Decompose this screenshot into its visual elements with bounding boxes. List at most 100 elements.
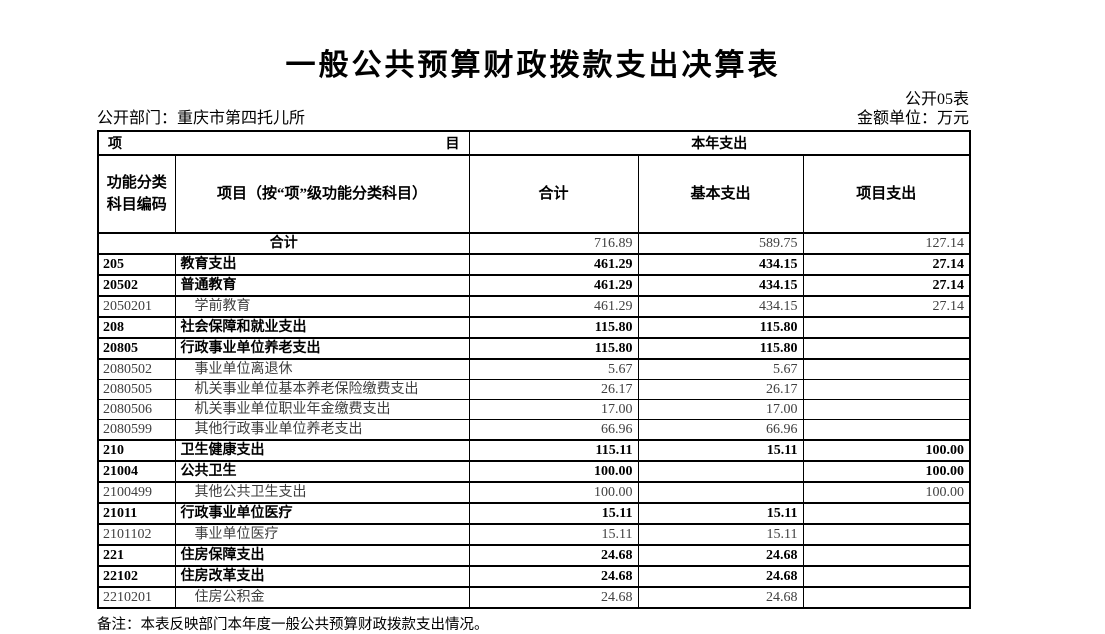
cell-total: 17.00 [468,399,639,420]
cell-basic: 24.68 [637,565,804,588]
cell-project [802,358,971,380]
cell-total: 24.68 [468,544,639,567]
table-header: 项 目 本年支出 功能分类科目编码 项目（按“项”级功能分类科目） 合计 基本支… [97,130,971,234]
table-row: 208 社会保障和就业支出 115.80 115.80 [97,316,971,339]
table-row: 20502 普通教育 461.29 434.15 27.14 [97,274,971,297]
cell-total: 115.11 [468,439,639,462]
cell-project: 27.14 [802,253,971,276]
header-item-char-left: 项 [108,137,122,152]
cell-code: 2101102 [97,523,176,546]
cell-code: 2210201 [97,586,176,609]
cell-basic: 434.15 [637,295,804,318]
header-span-row: 项 目 本年支出 [97,130,971,156]
table-row: 2210201 住房公积金 24.68 24.68 [97,586,971,609]
header-current-year-span: 本年支出 [468,130,971,156]
cell-code: 208 [97,316,176,339]
page-title: 一般公共预算财政拨款支出决算表 [285,49,781,82]
cell-name: 公共卫生 [174,460,470,483]
table-row: 2080505 机关事业单位基本养老保险缴费支出 26.17 26.17 [97,379,971,400]
cell-code: 20805 [97,337,176,360]
cell-project: 100.00 [802,460,971,483]
cell-total: 5.67 [468,358,639,380]
cell-project [802,419,971,441]
cell-basic: 17.00 [637,399,804,420]
cell-code: 2080506 [97,399,176,420]
table-row: 20805 行政事业单位养老支出 115.80 115.80 [97,337,971,360]
cell-name: 社会保障和就业支出 [174,316,470,339]
cell-basic: 434.15 [637,253,804,276]
unit-label: 金额单位：万元 [856,110,969,127]
table-row: 2100499 其他公共卫生支出 100.00 100.00 [97,481,971,504]
cell-basic: 66.96 [637,419,804,441]
cell-code: 21011 [97,502,176,525]
table-row: 2080599 其他行政事业单位养老支出 66.96 66.96 [97,419,971,441]
table-code-label: 公开05表 [904,91,969,108]
budget-table: 项 目 本年支出 功能分类科目编码 项目（按“项”级功能分类科目） 合计 基本支… [97,130,972,609]
cell-code: 2050201 [97,295,176,318]
cell-name: 住房改革支出 [174,565,470,588]
cell-name: 行政事业单位养老支出 [174,337,470,360]
cell-total: 15.11 [468,502,639,525]
cell-total: 100.00 [468,481,639,504]
cell-project: 27.14 [802,274,971,297]
table-row: 2080502 事业单位离退休 5.67 5.67 [97,358,971,380]
table-row: 205 教育支出 461.29 434.15 27.14 [97,253,971,276]
header-columns-row: 功能分类科目编码 项目（按“项”级功能分类科目） 合计 基本支出 项目支出 [97,154,971,234]
footer-note: 备注：本表反映部门本年度一般公共预算财政拨款支出情况。 [97,617,489,633]
cell-basic: 15.11 [637,439,804,462]
header-code-col: 功能分类科目编码 [97,154,176,234]
summary-project: 127.14 [802,232,971,255]
cell-total: 461.29 [468,274,639,297]
cell-code: 221 [97,544,176,567]
cell-project [802,565,971,588]
cell-basic: 24.68 [637,586,804,609]
cell-basic: 434.15 [637,274,804,297]
cell-basic: 15.11 [637,523,804,546]
header-item-char-right: 目 [445,137,460,152]
cell-project [802,399,971,420]
cell-basic: 5.67 [637,358,804,380]
cell-basic: 24.68 [637,544,804,567]
table-row: 221 住房保障支出 24.68 24.68 [97,544,971,567]
cell-total: 115.80 [468,337,639,360]
cell-code: 2080502 [97,358,176,380]
table-row: 21004 公共卫生 100.00 100.00 [97,460,971,483]
department-label: 公开部门：重庆市第四托儿所 [97,110,306,127]
cell-total: 115.80 [468,316,639,339]
cell-name: 其他公共卫生支出 [174,481,470,504]
cell-basic: 15.11 [637,502,804,525]
cell-project: 100.00 [802,481,971,504]
cell-total: 66.96 [468,419,639,441]
table-row: 21011 行政事业单位医疗 15.11 15.11 [97,502,971,525]
cell-total: 461.29 [468,253,639,276]
cell-project [802,586,971,609]
cell-code: 20502 [97,274,176,297]
cell-project [802,316,971,339]
budget-report-sheet: 一般公共预算财政拨款支出决算表 公开05表 公开部门：重庆市第四托儿所 金额单位… [97,0,972,634]
cell-total: 24.68 [468,586,639,609]
meta-line: 公开部门：重庆市第四托儿所 金额单位：万元 [97,110,969,130]
cell-code: 210 [97,439,176,462]
cell-name: 机关事业单位职业年金缴费支出 [174,399,470,420]
cell-code: 22102 [97,565,176,588]
cell-project [802,337,971,360]
summary-row: 合计 716.89 589.75 127.14 [97,232,971,255]
cell-name: 行政事业单位医疗 [174,502,470,525]
cell-code: 205 [97,253,176,276]
summary-total: 716.89 [468,232,639,255]
cell-total: 461.29 [468,295,639,318]
summary-label: 合计 [97,232,470,255]
cell-code: 2080505 [97,379,176,400]
cell-name: 教育支出 [174,253,470,276]
cell-total: 26.17 [468,379,639,400]
cell-name: 机关事业单位基本养老保险缴费支出 [174,379,470,400]
cell-code: 2080599 [97,419,176,441]
cell-name: 住房保障支出 [174,544,470,567]
table-row: 2101102 事业单位医疗 15.11 15.11 [97,523,971,546]
table-row: 2050201 学前教育 461.29 434.15 27.14 [97,295,971,318]
cell-total: 15.11 [468,523,639,546]
header-project-col: 项目支出 [802,154,971,234]
header-item-span: 项 目 [97,130,470,156]
cell-name: 学前教育 [174,295,470,318]
cell-name: 住房公积金 [174,586,470,609]
